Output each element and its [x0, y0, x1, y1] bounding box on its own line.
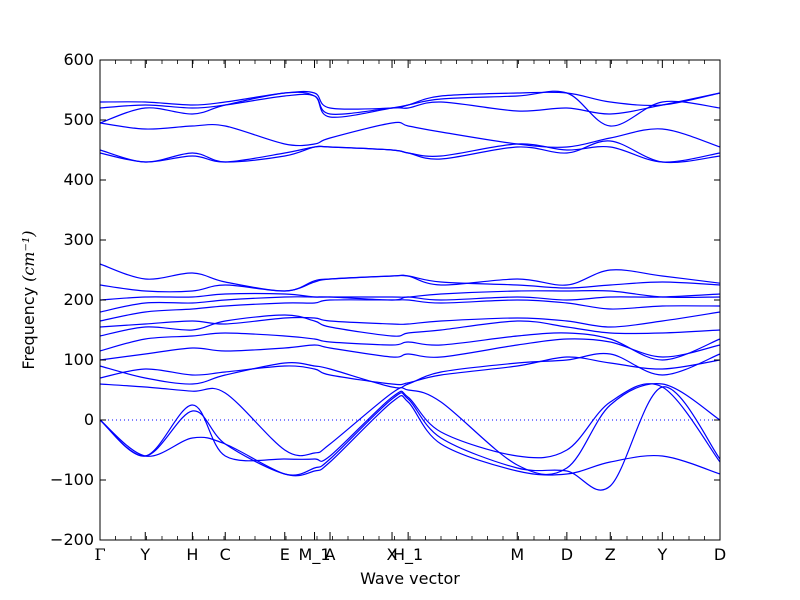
x-tick-label: Y: [139, 545, 150, 564]
y-axis-label-text: Frequency: [19, 287, 38, 370]
y-tick-label: 100: [63, 350, 94, 369]
x-tick-label: A: [325, 545, 336, 564]
y-axis: −200 −100 0 100 200 300 400 500 600: [50, 50, 720, 549]
x-tick-label: Γ: [94, 545, 105, 564]
y-tick-label: −200: [50, 530, 94, 549]
band-line-4: [99, 383, 721, 475]
band-line-8: [99, 332, 721, 361]
y-axis-label: Frequency (cm⁻¹): [19, 230, 38, 369]
band-line-1: [99, 395, 721, 477]
x-axis: Γ Y H C E M_1A XH_1 M D Z Y D: [94, 60, 726, 565]
x-tick-label: D: [561, 545, 573, 564]
x-tick-label: M_1: [299, 545, 331, 565]
x-tick-label: D: [714, 545, 726, 564]
y-axis-unit: (cm⁻¹): [19, 230, 38, 281]
x-tick-label: M: [510, 545, 524, 564]
band-line-10: [99, 311, 721, 328]
y-tick-label: 300: [63, 230, 94, 249]
band-line-3: [99, 383, 721, 463]
x-tick-label: C: [220, 545, 231, 564]
x-tick-label: H_1: [393, 545, 423, 565]
x-tick-label: Y: [656, 545, 667, 564]
x-tick-label: H: [186, 545, 198, 564]
x-minor-ticks: [99, 60, 721, 540]
band-line-12: [99, 293, 721, 313]
x-tick-label: Z: [605, 545, 616, 564]
band-line-19: [99, 90, 721, 127]
band-line-14: [99, 274, 721, 293]
y-tick-label: 0: [84, 410, 94, 429]
band-line-13: [99, 289, 721, 301]
band-line-6: [99, 352, 721, 389]
band-line-17: [99, 143, 721, 163]
y-tick-label: −100: [50, 470, 94, 489]
y-tick-label: 500: [63, 110, 94, 129]
band-line-2: [99, 386, 721, 491]
band-line-15: [99, 263, 721, 292]
band-line-7: [99, 338, 721, 361]
bands-layer: [99, 90, 721, 491]
band-line-18: [99, 121, 721, 148]
y-tick-label: 600: [63, 50, 94, 69]
x-tick-label: E: [280, 545, 290, 564]
band-line-21: [99, 90, 721, 110]
y-tick-label: 400: [63, 170, 94, 189]
band-line-5: [99, 356, 721, 386]
x-axis-label: Wave vector: [360, 569, 460, 588]
band-line-9: [99, 314, 721, 337]
x-tick-label: X: [387, 545, 398, 564]
y-tick-label: 200: [63, 290, 94, 309]
